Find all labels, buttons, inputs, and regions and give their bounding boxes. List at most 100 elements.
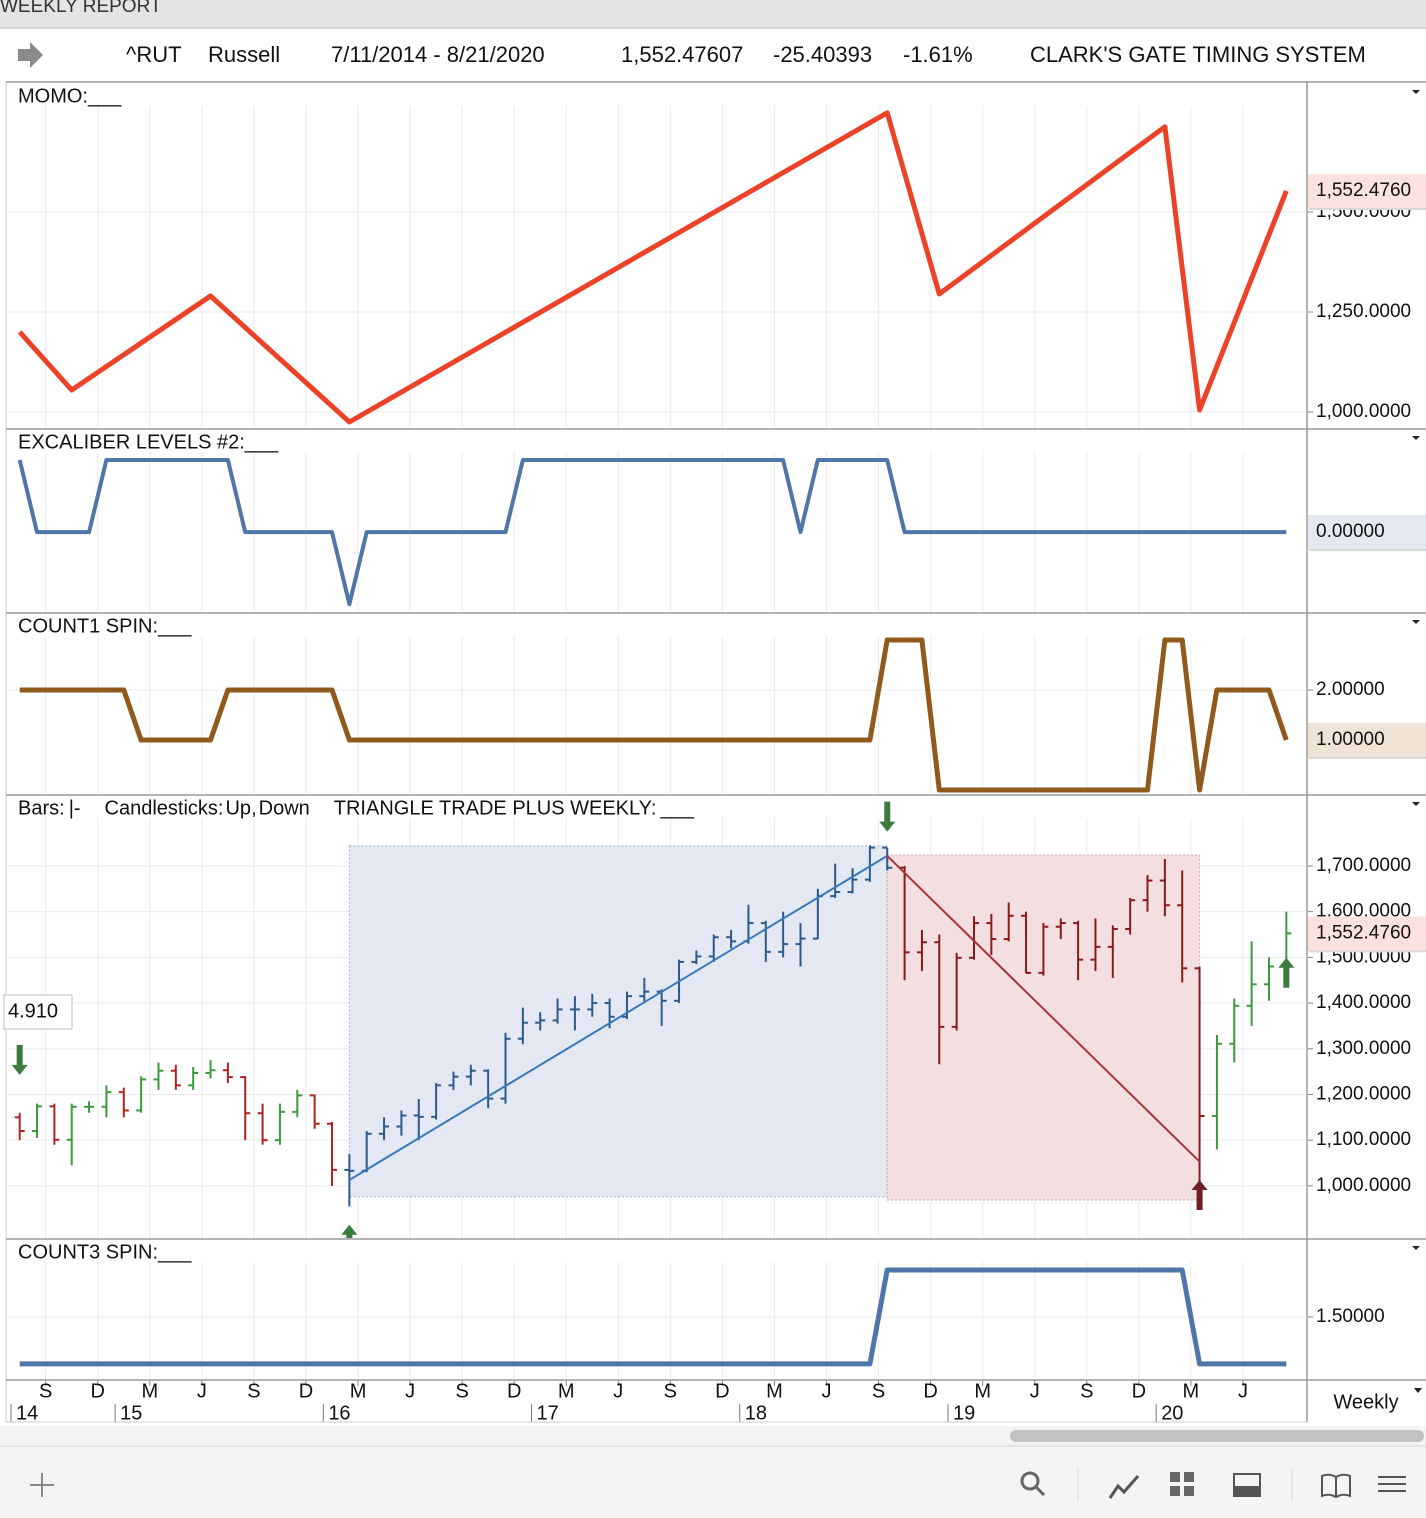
chart-style-button[interactable] — [1108, 1475, 1140, 1499]
search-button[interactable] — [1020, 1471, 1046, 1497]
y-tick-label: 1,400.0000 — [1316, 992, 1411, 1013]
price-tag — [1308, 515, 1426, 550]
left-tag-box — [3, 994, 73, 1030]
y-tick-label: 1,000.0000 — [1316, 1175, 1411, 1196]
trend-line — [886, 855, 1201, 1163]
legend-text: ___ — [659, 797, 694, 819]
legend-text: EXCALIBER LEVELS #2: — [18, 431, 245, 453]
panel-menu[interactable] — [1412, 1246, 1420, 1250]
x-tick-label: S — [455, 1380, 468, 1402]
triangle-zone — [348, 845, 888, 1198]
x-tick-label: J — [1238, 1380, 1248, 1402]
panel-menu[interactable] — [1412, 802, 1420, 806]
x-tick-label: D — [507, 1380, 521, 1402]
y-tick-label: 1.50000 — [1316, 1306, 1385, 1327]
legend-text: TRIANGLE TRADE PLUS WEEKLY: — [334, 797, 657, 819]
signal-arrow — [341, 1224, 358, 1238]
year-tick-label: 19 — [953, 1402, 975, 1424]
x-tick-label: J — [405, 1380, 415, 1402]
panel-menu[interactable] — [1412, 436, 1420, 440]
x-tick-label: J — [197, 1380, 207, 1402]
y-tick-label: 1,100.0000 — [1316, 1129, 1411, 1150]
x-tick-label: S — [872, 1380, 885, 1402]
window-button[interactable] — [1233, 1473, 1261, 1497]
y-tick-label: 1,300.0000 — [1316, 1038, 1411, 1059]
legend-text: , — [251, 797, 257, 819]
x-tick-label: J — [822, 1380, 832, 1402]
signal-arrow — [879, 801, 896, 832]
x-tick-label: S — [39, 1380, 52, 1402]
x-tick-label: M — [141, 1380, 158, 1402]
chart-area: S D M J S D M J S D M J S D M J S D M J S D M J 14 15 16 17 18 19 20 1,… — [3, 85, 1426, 1424]
x-tick-label: D — [923, 1380, 937, 1402]
year-tick-label: 17 — [537, 1402, 559, 1424]
legend-text: ___ — [244, 431, 279, 453]
legend-text: Candlesticks: — [105, 797, 224, 819]
year-tick-label: 15 — [120, 1402, 142, 1424]
layout-button[interactable] — [1170, 1472, 1194, 1496]
scrollbar-thumb[interactable] — [1010, 1430, 1424, 1442]
indicator-line — [17, 458, 1287, 607]
price-tag — [1308, 174, 1426, 209]
date-range: 7/11/2014 - 8/21/2020 — [331, 42, 545, 67]
legend-text: Down — [259, 797, 310, 819]
trend-line — [348, 855, 888, 1181]
panel: 1,000.0000 1,100.0000 1,200.0000 1,300.0000… — [3, 797, 1426, 1240]
panel: 2.00000 COUNT1 SPIN: ___ 1.00000 — [6, 615, 1426, 796]
legend-text: COUNT3 SPIN: — [18, 1241, 158, 1263]
x-tick-label: D — [1132, 1380, 1146, 1402]
x-tick-label: M — [766, 1380, 783, 1402]
x-tick-label: D — [91, 1380, 105, 1402]
panel-menu[interactable] — [1412, 90, 1420, 94]
x-tick-label: S — [664, 1380, 677, 1402]
timeframe-select[interactable]: Weekly — [1333, 1391, 1398, 1413]
legend-text: ___ — [157, 1241, 192, 1263]
change-percent: -1.61% — [903, 42, 973, 67]
x-tick-label: D — [715, 1380, 729, 1402]
signal-arrow — [11, 1044, 28, 1075]
x-tick-label: M — [350, 1380, 367, 1402]
book-button[interactable] — [1321, 1473, 1351, 1499]
year-tick-label: 18 — [745, 1402, 767, 1424]
symbol-name: Russell — [208, 42, 280, 67]
price-tag-label: 1,552.4760 — [1316, 180, 1411, 201]
legend-text: ___ — [157, 615, 192, 637]
left-tag: 4.910 — [8, 1000, 58, 1022]
year-tick-label: 16 — [328, 1402, 350, 1424]
legend-text: ___ — [87, 85, 122, 107]
window-title: WEEKLY REPORT — [0, 0, 162, 17]
x-tick-label: D — [299, 1380, 313, 1402]
change: -25.40393 — [773, 42, 872, 67]
price-tag-label: 1.00000 — [1316, 729, 1385, 750]
signal-arrow — [1278, 957, 1295, 988]
legend-text: MOMO: — [18, 85, 88, 107]
symbol: ^RUT — [126, 42, 182, 67]
legend-text: Up — [225, 797, 251, 819]
indicator-line — [19, 637, 1289, 793]
y-tick-label: 1,250.0000 — [1316, 301, 1411, 322]
x-tick-label: S — [247, 1380, 260, 1402]
triangle-zone — [886, 854, 1201, 1201]
y-tick-label: 1,700.0000 — [1316, 855, 1411, 876]
add-button[interactable] — [30, 1473, 54, 1497]
indicator-line — [17, 110, 1289, 425]
timeframe-caret[interactable] — [1414, 1388, 1422, 1393]
menu-button[interactable] — [1378, 1476, 1406, 1492]
last-price: 1,552.47607 — [621, 42, 743, 67]
system-name: CLARK'S GATE TIMING SYSTEM — [1030, 42, 1366, 67]
signal-arrow — [1191, 1179, 1208, 1210]
y-tick-label: 2.00000 — [1316, 679, 1385, 700]
panel-menu[interactable] — [1412, 620, 1420, 624]
year-tick-label: 20 — [1161, 1402, 1183, 1424]
nav-arrow[interactable] — [18, 42, 43, 68]
x-tick-label: J — [1030, 1380, 1040, 1402]
x-tick-label: S — [1080, 1380, 1093, 1402]
x-tick-label: M — [974, 1380, 991, 1402]
price-tag-label: 1,552.4760 — [1316, 922, 1411, 943]
price-tag — [1308, 723, 1426, 757]
panel: 1.50000 COUNT3 SPIN: ___ — [8, 1241, 1420, 1378]
x-tick-label: M — [558, 1380, 575, 1402]
legend-text: COUNT1 SPIN: — [18, 615, 158, 637]
